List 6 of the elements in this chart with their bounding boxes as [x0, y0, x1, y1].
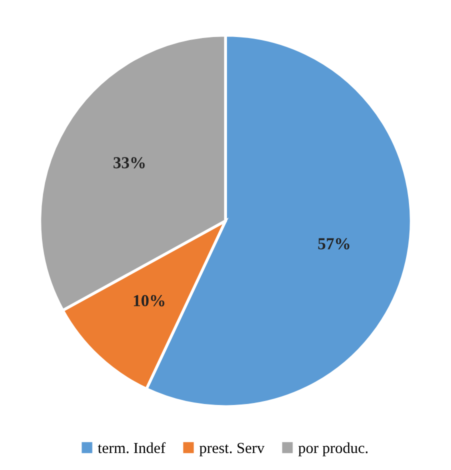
legend-label: prest. Serv	[199, 442, 265, 456]
legend-label: term. Indef	[98, 442, 166, 454]
legend-label: por produc.	[298, 442, 368, 456]
data-label: 10%	[134, 295, 164, 306]
data-label: 57%	[318, 238, 350, 250]
data-label: 33%	[114, 157, 145, 168]
